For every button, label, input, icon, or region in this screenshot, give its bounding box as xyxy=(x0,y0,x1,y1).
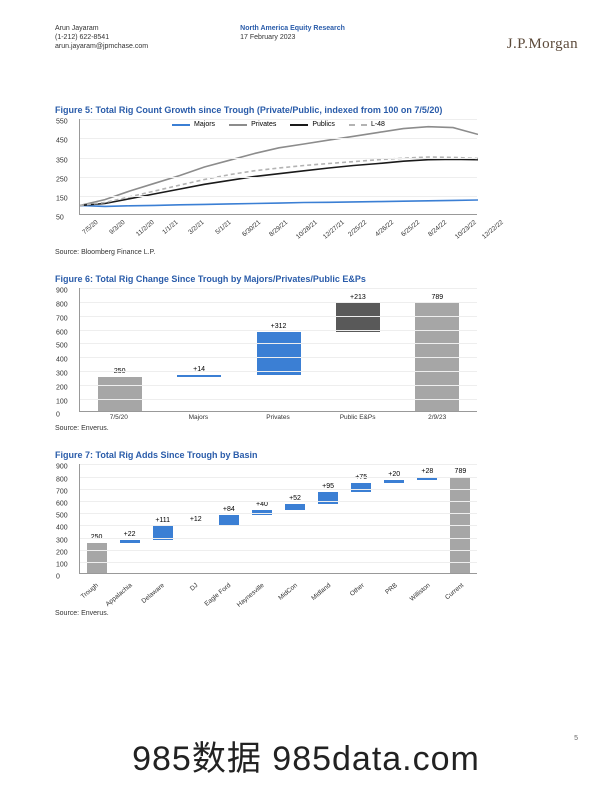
bar: +14 xyxy=(177,375,221,377)
bar: +84 xyxy=(219,515,239,525)
bar-wrap: +111 xyxy=(148,464,178,573)
header-author-block: Arun Jayaram (1-212) 622-8541 arun.jayar… xyxy=(55,24,148,51)
bar-wrap: +312 xyxy=(239,288,318,411)
fig7-chart: 250+22+111+12+84+40+52+95+75+20+28789 01… xyxy=(79,464,477,574)
x-tick-label: Other xyxy=(348,582,365,598)
x-tick-label: 8/29/21 xyxy=(268,219,289,238)
bar-wrap: +22 xyxy=(115,464,145,573)
x-tick-label: DJ xyxy=(189,582,200,592)
bar-label: +84 xyxy=(223,506,235,513)
x-tick-label: Privates xyxy=(238,414,318,421)
bar: +312 xyxy=(257,332,301,375)
bar: 250 xyxy=(98,377,142,411)
jpmorgan-logo: J.P.Morgan xyxy=(507,36,578,53)
bar-wrap: +28 xyxy=(412,464,442,573)
fig7-source: Source: Enverus. xyxy=(55,610,557,617)
x-tick-label: 7/5/20 xyxy=(79,414,159,421)
x-tick-label: 12/22/22 xyxy=(481,219,505,241)
bar-wrap: +40 xyxy=(247,464,277,573)
bar-label: 789 xyxy=(455,468,467,475)
fig6-source: Source: Enverus. xyxy=(55,425,557,432)
fig6-xlabels: 7/5/20MajorsPrivatesPublic E&Ps2/9/23 xyxy=(79,414,477,421)
x-tick-label: Majors xyxy=(159,414,239,421)
bar-wrap: +75 xyxy=(346,464,376,573)
bar-label: +12 xyxy=(190,516,202,523)
dept: North America Equity Research xyxy=(240,24,345,33)
bar-label: +213 xyxy=(350,294,366,301)
bar-wrap: +84 xyxy=(214,464,244,573)
bar-wrap: 789 xyxy=(398,288,477,411)
x-tick-label: 7/5/20 xyxy=(81,219,99,236)
x-tick-label: Current xyxy=(444,582,465,601)
x-tick-label: 2/25/22 xyxy=(347,219,368,238)
x-tick-label: 5/1/21 xyxy=(214,219,232,236)
x-tick-label: 1/1/21 xyxy=(161,219,179,236)
bar-wrap: +12 xyxy=(181,464,211,573)
bar: +20 xyxy=(384,480,404,482)
fig7-xlabels: TroughAppalachiaDelawareDJEagle FordHayn… xyxy=(79,576,477,606)
fig5-lines xyxy=(80,119,478,215)
fig6-chart: 250+14+312+213789 0100200300400500600700… xyxy=(79,288,477,412)
x-tick-label: Delaware xyxy=(141,582,167,605)
x-tick-label: Midland xyxy=(310,582,332,602)
fig7: 250+22+111+12+84+40+52+95+75+20+28789 01… xyxy=(79,464,477,606)
bar-wrap: 250 xyxy=(80,288,159,411)
x-tick-label: PRB xyxy=(384,582,399,596)
fig5-xlabels: 7/5/20 9/3/20 11/2/20 1/1/21 3/2/21 5/1/21 6/3… xyxy=(79,217,477,245)
x-tick-label: Williston xyxy=(409,582,432,603)
x-tick-label: 3/2/21 xyxy=(187,219,205,236)
x-tick-label: 8/24/22 xyxy=(427,219,448,238)
watermark: 985数据 985data.com xyxy=(0,731,612,780)
author-phone: (1-212) 622-8541 xyxy=(55,33,148,42)
author-email: arun.jayaram@jpmchase.com xyxy=(55,42,148,51)
bar: +75 xyxy=(351,483,371,492)
author-name: Arun Jayaram xyxy=(55,24,148,33)
x-tick-label: 4/26/22 xyxy=(374,219,395,238)
x-tick-label: MidCon xyxy=(277,582,299,602)
fig7-title: Figure 7: Total Rig Adds Since Trough by… xyxy=(55,450,557,460)
x-tick-label: 6/25/22 xyxy=(400,219,421,238)
bar-wrap: +14 xyxy=(159,288,238,411)
bar-wrap: +20 xyxy=(379,464,409,573)
fig5: MajorsPrivatesPublicsL-48 50150250350450… xyxy=(79,119,477,245)
fig5-source: Source: Bloomberg Finance L.P. xyxy=(55,249,557,256)
bar-wrap: 789 xyxy=(445,464,475,573)
fig6-bars: 250 +14 +312 +213 789 xyxy=(80,288,477,411)
bar: +213 xyxy=(336,303,380,332)
bar-label: +111 xyxy=(155,517,170,524)
bar: +22 xyxy=(120,540,140,543)
x-tick-label: 9/3/20 xyxy=(108,219,126,236)
fig5-title: Figure 5: Total Rig Count Growth since T… xyxy=(55,105,557,115)
fig7-bars: 250 +22 +111 +12 +84 +40 +52 +95 +75 +20 +28 789 xyxy=(80,464,477,573)
x-tick-label: Public E&Ps xyxy=(318,414,398,421)
fig6-title: Figure 6: Total Rig Change Since Trough … xyxy=(55,274,557,284)
bar-wrap: +213 xyxy=(318,288,397,411)
bar-label: +28 xyxy=(421,468,433,475)
bar: +52 xyxy=(285,504,305,510)
x-tick-label: Trough xyxy=(80,582,100,600)
header: Arun Jayaram (1-212) 622-8541 arun.jayar… xyxy=(55,24,557,51)
fig5-chart: MajorsPrivatesPublicsL-48 50150250350450… xyxy=(79,119,477,215)
bar-wrap: +52 xyxy=(280,464,310,573)
x-tick-label: 2/9/23 xyxy=(397,414,477,421)
bar: 250 xyxy=(87,543,107,574)
bar-wrap: +95 xyxy=(313,464,343,573)
report-date: 17 February 2023 xyxy=(240,33,345,42)
bar-label: 789 xyxy=(431,294,443,301)
x-tick-label: 11/2/20 xyxy=(135,219,156,238)
bar-wrap: 250 xyxy=(82,464,112,573)
header-dept-block: North America Equity Research 17 Februar… xyxy=(240,24,345,51)
fig6: 250+14+312+213789 0100200300400500600700… xyxy=(79,288,477,421)
x-tick-label: 6/30/21 xyxy=(241,219,262,238)
